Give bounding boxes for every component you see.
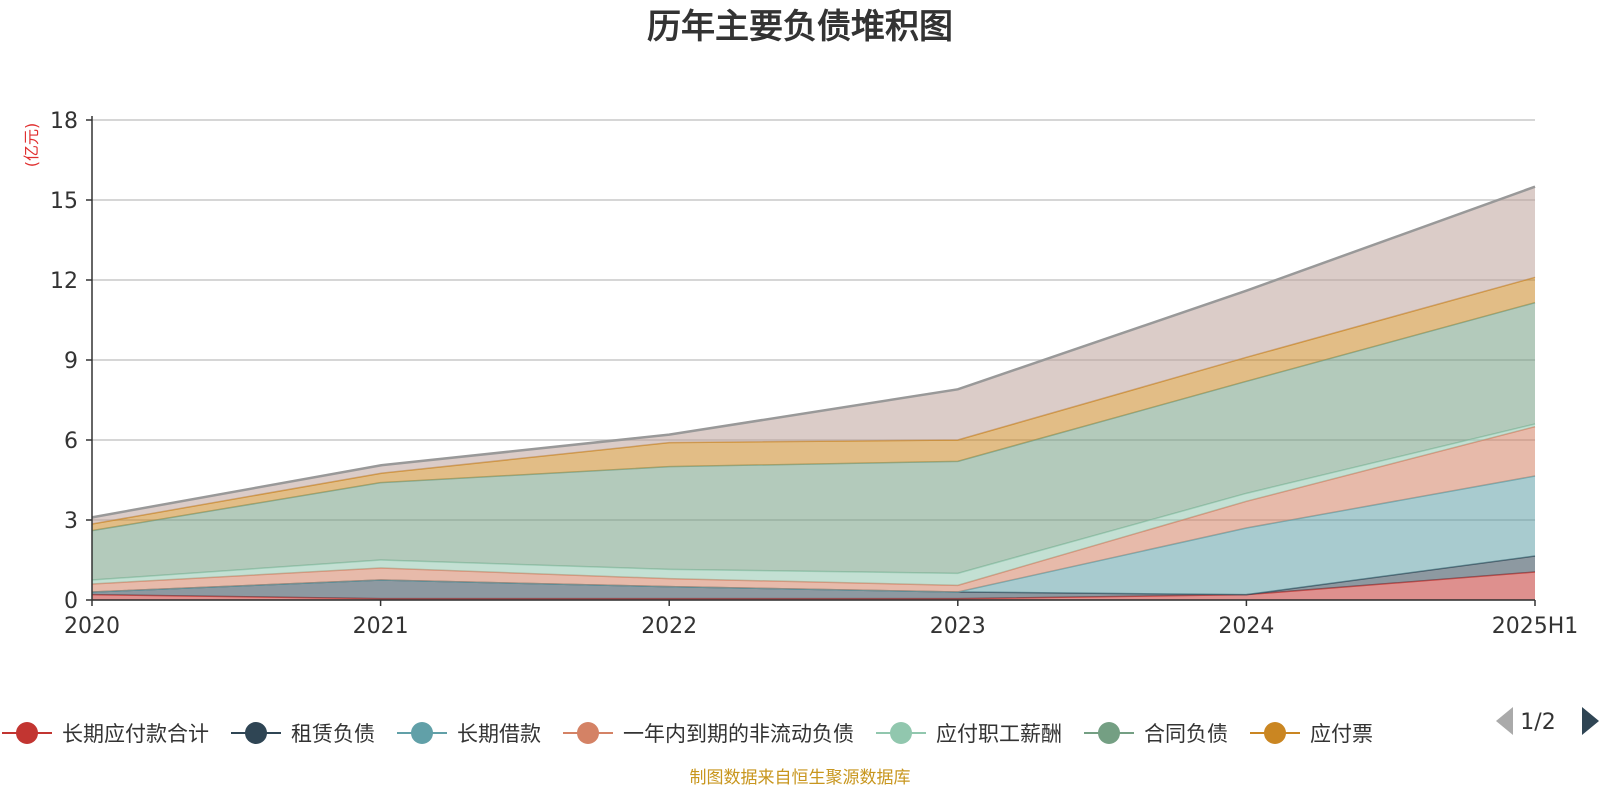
legend-item-2[interactable]: 长期借款 — [397, 722, 541, 746]
legend-label: 租赁负债 — [291, 722, 375, 746]
y-tick-label: 9 — [64, 349, 78, 374]
area-series-5 — [92, 302, 1535, 580]
legend-item-6[interactable]: 应付票 — [1250, 722, 1373, 746]
legend-label: 长期应付款合计 — [62, 722, 209, 746]
area-series-6 — [92, 277, 1535, 531]
legend-pager: 1/2 — [1496, 707, 1599, 735]
x-tick-label: 2025H1 — [1492, 614, 1579, 639]
legend-next-icon[interactable] — [1582, 707, 1599, 735]
legend-dot-icon — [1264, 722, 1286, 744]
legend-item-4[interactable]: 应付职工薪酬 — [876, 722, 1062, 746]
legend-page-indicator: 1/2 — [1520, 710, 1555, 735]
legend-item-3[interactable]: 一年内到期的非流动负债 — [563, 722, 854, 746]
area-series-2 — [92, 476, 1535, 595]
legend-item-1[interactable]: 租赁负债 — [231, 722, 375, 746]
legend-prev-icon[interactable] — [1496, 707, 1513, 735]
legend-item-5[interactable]: 合同负债 — [1084, 722, 1228, 746]
x-tick-label: 2022 — [641, 614, 697, 639]
x-tick-label: 2020 — [64, 614, 120, 639]
legend-label: 一年内到期的非流动负债 — [623, 722, 854, 746]
y-tick-label: 12 — [50, 269, 78, 294]
area-series-7 — [92, 186, 1535, 524]
y-tick-label: 18 — [50, 109, 78, 134]
y-tick-label: 15 — [50, 189, 78, 214]
y-axis-unit-label: (亿元) — [22, 123, 41, 168]
legend-item-0[interactable]: 长期应付款合计 — [2, 722, 209, 746]
total-outline — [91, 185, 1536, 519]
y-tick-label: 6 — [64, 429, 78, 454]
x-tick-label: 2024 — [1218, 614, 1274, 639]
legend-dot-icon — [1098, 722, 1120, 744]
legend-dot-icon — [577, 722, 599, 744]
legend-label: 长期借款 — [457, 722, 541, 746]
area-series-group — [91, 185, 1536, 600]
axes: 0 3 6 9 12 15 18 2020 2021 2022 2023 2024 2025H1 — [50, 109, 1578, 639]
legend-dot-icon — [245, 722, 267, 744]
area-series-3 — [92, 426, 1535, 592]
area-series-1 — [92, 556, 1535, 599]
legend-dot-icon — [411, 722, 433, 744]
legend-label: 合同负债 — [1144, 722, 1228, 746]
legend: 长期应付款合计 租赁负债 长期借款 一年内到期的非流动负债 应付职工薪酬 合同负债 应付票 — [2, 722, 1373, 746]
y-tick-label: 0 — [64, 589, 78, 614]
chart-title: 历年主要负债堆积图 — [647, 7, 953, 47]
x-tick-label: 2021 — [353, 614, 409, 639]
legend-dot-icon — [890, 722, 912, 744]
x-tick-label: 2023 — [930, 614, 986, 639]
area-series-line-0 — [91, 571, 1536, 600]
y-tick-label: 3 — [64, 509, 78, 534]
legend-label: 应付职工薪酬 — [936, 722, 1062, 746]
legend-dot-icon — [16, 722, 38, 744]
legend-label: 应付票 — [1310, 722, 1373, 746]
data-source-note: 制图数据来自恒生聚源数据库 — [690, 768, 911, 788]
